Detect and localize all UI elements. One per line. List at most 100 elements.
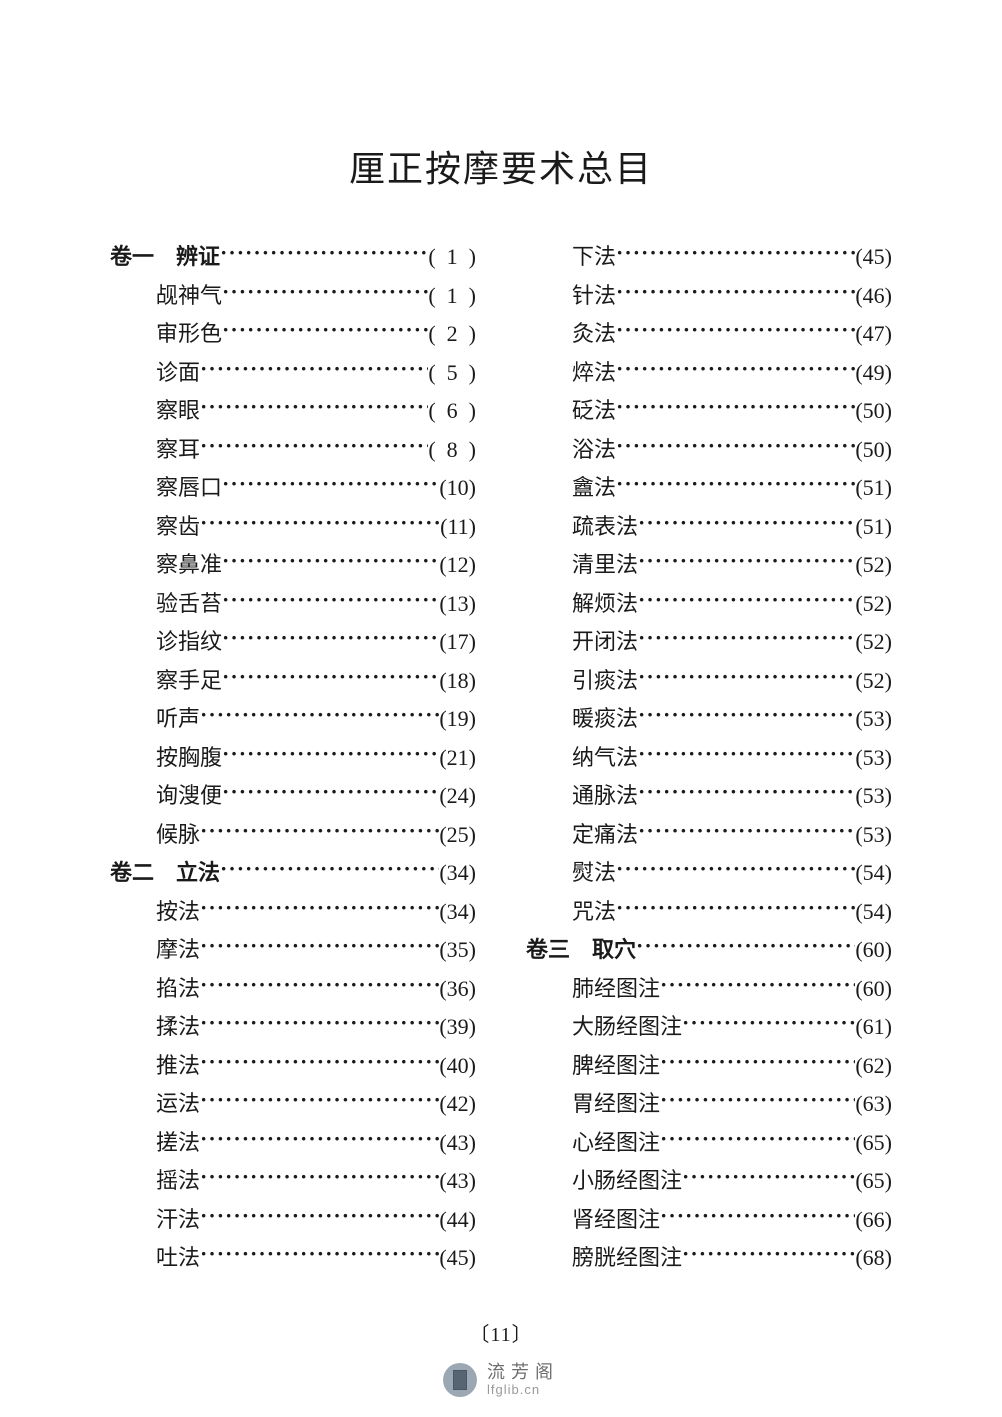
- toc-page-ref: (44): [439, 1209, 476, 1231]
- toc-dot-leader: [616, 435, 855, 457]
- toc-page-ref: (66): [855, 1209, 892, 1231]
- toc-label: 大肠经图注: [572, 1016, 682, 1038]
- watermark-text: 流芳阁 lfglib.cn: [487, 1363, 559, 1397]
- toc-page-ref: (53): [855, 747, 892, 769]
- toc-page-ref: ( 1 ): [428, 246, 476, 268]
- toc-page-ref: ( 1 ): [428, 285, 476, 307]
- toc-page-ref: (53): [855, 708, 892, 730]
- toc-label: 开闭法: [572, 631, 638, 653]
- toc-label: 脾经图注: [572, 1055, 660, 1077]
- toc-entry: 按法(34): [110, 897, 476, 923]
- toc-dot-leader: [222, 781, 439, 803]
- toc-section-entry: 卷三 取穴 (60): [526, 935, 892, 961]
- toc-dot-leader: [638, 820, 855, 842]
- toc-entry: 候脉(25): [110, 820, 476, 846]
- toc-entry: 推法(40): [110, 1051, 476, 1077]
- toc-page-ref: ( 5 ): [428, 362, 476, 384]
- toc-page-ref: (63): [855, 1093, 892, 1115]
- toc-entry: 浴法(50): [526, 435, 892, 461]
- toc-page-ref: (52): [855, 554, 892, 576]
- toc-dot-leader: [200, 358, 428, 380]
- toc-label: 肺经图注: [572, 978, 660, 1000]
- toc-label: 察鼻准: [156, 554, 222, 576]
- toc-entry: 纳气法 (53): [526, 743, 892, 769]
- toc-page-ref: (52): [855, 670, 892, 692]
- toc-page-ref: (51): [855, 516, 892, 538]
- toc-label: 察眼: [156, 400, 200, 422]
- toc-entry: 膀胱经图注(68): [526, 1243, 892, 1269]
- toc-entry: 通脉法(53): [526, 781, 892, 807]
- toc-label: 暖痰法: [572, 708, 638, 730]
- toc-dot-leader: [660, 974, 855, 996]
- toc-label: 卷三 取穴: [526, 939, 636, 961]
- toc-dot-leader: [636, 935, 855, 957]
- toc-label: 定痛法: [572, 824, 638, 846]
- toc-entry: 肾经图注 (66): [526, 1205, 892, 1231]
- toc-page-ref: (43): [439, 1170, 476, 1192]
- toc-dot-leader: [616, 858, 855, 880]
- toc-page-ref: (46): [855, 285, 892, 307]
- toc-label: 卷二 立法: [110, 862, 220, 884]
- toc-label: 引痰法: [572, 670, 638, 692]
- toc-dot-leader: [616, 897, 855, 919]
- toc-label: 觇神气: [156, 285, 222, 307]
- toc-entry: 诊面 ( 5 ): [110, 358, 476, 384]
- toc-dot-leader: [682, 1166, 855, 1188]
- toc-page-ref: (51): [855, 477, 892, 499]
- toc-dot-leader: [638, 512, 855, 534]
- watermark: 流芳阁 lfglib.cn: [443, 1363, 559, 1397]
- toc-page-ref: (21): [439, 747, 476, 769]
- toc-page-ref: (45): [439, 1247, 476, 1269]
- toc-dot-leader: [200, 1089, 439, 1111]
- page-footer: 〔11〕: [0, 1318, 1002, 1347]
- toc-label: 纳气法: [572, 747, 638, 769]
- toc-entry: 听声(19): [110, 704, 476, 730]
- toc-dot-leader: [220, 242, 428, 264]
- toc-label: 肾经图注: [572, 1209, 660, 1231]
- toc-label: 揉法: [156, 1016, 200, 1038]
- toc-entry: 诊指纹(17): [110, 627, 476, 653]
- toc-dot-leader: [220, 858, 439, 880]
- toc-entry: 咒法(54): [526, 897, 892, 923]
- toc-dot-leader: [222, 281, 428, 303]
- toc-page-ref: (53): [855, 785, 892, 807]
- toc-label: 摇法: [156, 1170, 200, 1192]
- toc-dot-leader: [222, 589, 439, 611]
- toc-page-ref: (60): [855, 939, 892, 961]
- toc-dot-leader: [682, 1243, 855, 1265]
- toc-label: 询溲便: [156, 785, 222, 807]
- toc-entry: 汗法(44): [110, 1205, 476, 1231]
- toc-dot-leader: [616, 358, 855, 380]
- toc-label: 疏表法: [572, 516, 638, 538]
- toc-dot-leader: [200, 1243, 439, 1265]
- toc-label: 解烦法: [572, 593, 638, 615]
- toc-entry: 掐法(36): [110, 974, 476, 1000]
- toc-label: 按法: [156, 901, 200, 923]
- toc-dot-leader: [616, 319, 855, 341]
- toc-entry: 审形色 ( 2 ): [110, 319, 476, 345]
- toc-dot-leader: [682, 1012, 855, 1034]
- toc-page-ref: (17): [439, 631, 476, 653]
- toc-label: 诊面: [156, 362, 200, 384]
- toc-page-ref: (52): [855, 593, 892, 615]
- toc-label: 卷一 辨证: [110, 246, 220, 268]
- toc-label: 察手足: [156, 670, 222, 692]
- toc-page-ref: (13): [439, 593, 476, 615]
- toc-section-entry: 卷二 立法(34): [110, 858, 476, 884]
- toc-entry: 察唇口(10): [110, 473, 476, 499]
- toc-entry: 清里法(52): [526, 550, 892, 576]
- toc-dot-leader: [660, 1051, 855, 1073]
- toc-page-ref: (39): [439, 1016, 476, 1038]
- toc-dot-leader: [222, 473, 439, 495]
- toc-entry: 验舌苔(13): [110, 589, 476, 615]
- toc-page-ref: ( 2 ): [428, 323, 476, 345]
- toc-label: 候脉: [156, 824, 200, 846]
- toc-entry: 吐法(45): [110, 1243, 476, 1269]
- toc-section-entry: 卷一 辨证 ( 1 ): [110, 242, 476, 268]
- toc-dot-leader: [200, 435, 428, 457]
- toc-page-ref: ( 8 ): [428, 439, 476, 461]
- toc-label: 针法: [572, 285, 616, 307]
- toc-label: 审形色: [156, 323, 222, 345]
- toc-label: 搓法: [156, 1132, 200, 1154]
- toc-label: 灸法: [572, 323, 616, 345]
